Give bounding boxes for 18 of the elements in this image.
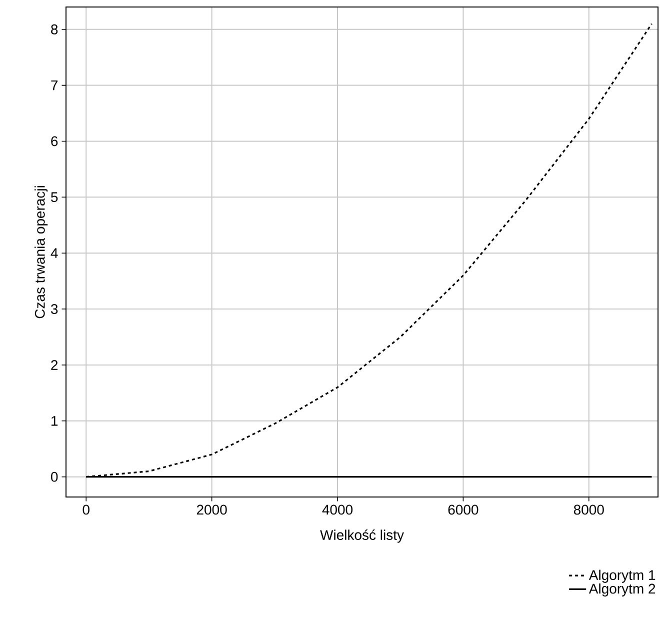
legend-label: Algorytm 1 xyxy=(588,570,656,583)
x-axis-title: Wielkość listy xyxy=(320,530,404,543)
x-tick-label: 2000 xyxy=(196,504,227,515)
x-tick-label: 4000 xyxy=(322,504,353,515)
y-tick-label: 3 xyxy=(50,304,58,314)
x-tick-label: 8000 xyxy=(574,504,604,515)
y-tick-label: 7 xyxy=(51,80,58,90)
x-tick-label: 6000 xyxy=(448,504,478,515)
y-axis-title: Czas trwania operacji xyxy=(34,186,48,318)
x-tick-label: 0 xyxy=(82,504,90,515)
y-tick-label: 2 xyxy=(51,360,58,370)
y-tick-label: 8 xyxy=(51,24,58,34)
y-tick-label: 6 xyxy=(51,136,58,146)
y-tick-label: 4 xyxy=(50,248,58,258)
legend-label: Algorytm 2 xyxy=(588,583,656,596)
y-tick-label: 1 xyxy=(52,416,58,426)
y-tick-label: 0 xyxy=(50,472,58,482)
y-tick-label: 5 xyxy=(51,192,58,202)
